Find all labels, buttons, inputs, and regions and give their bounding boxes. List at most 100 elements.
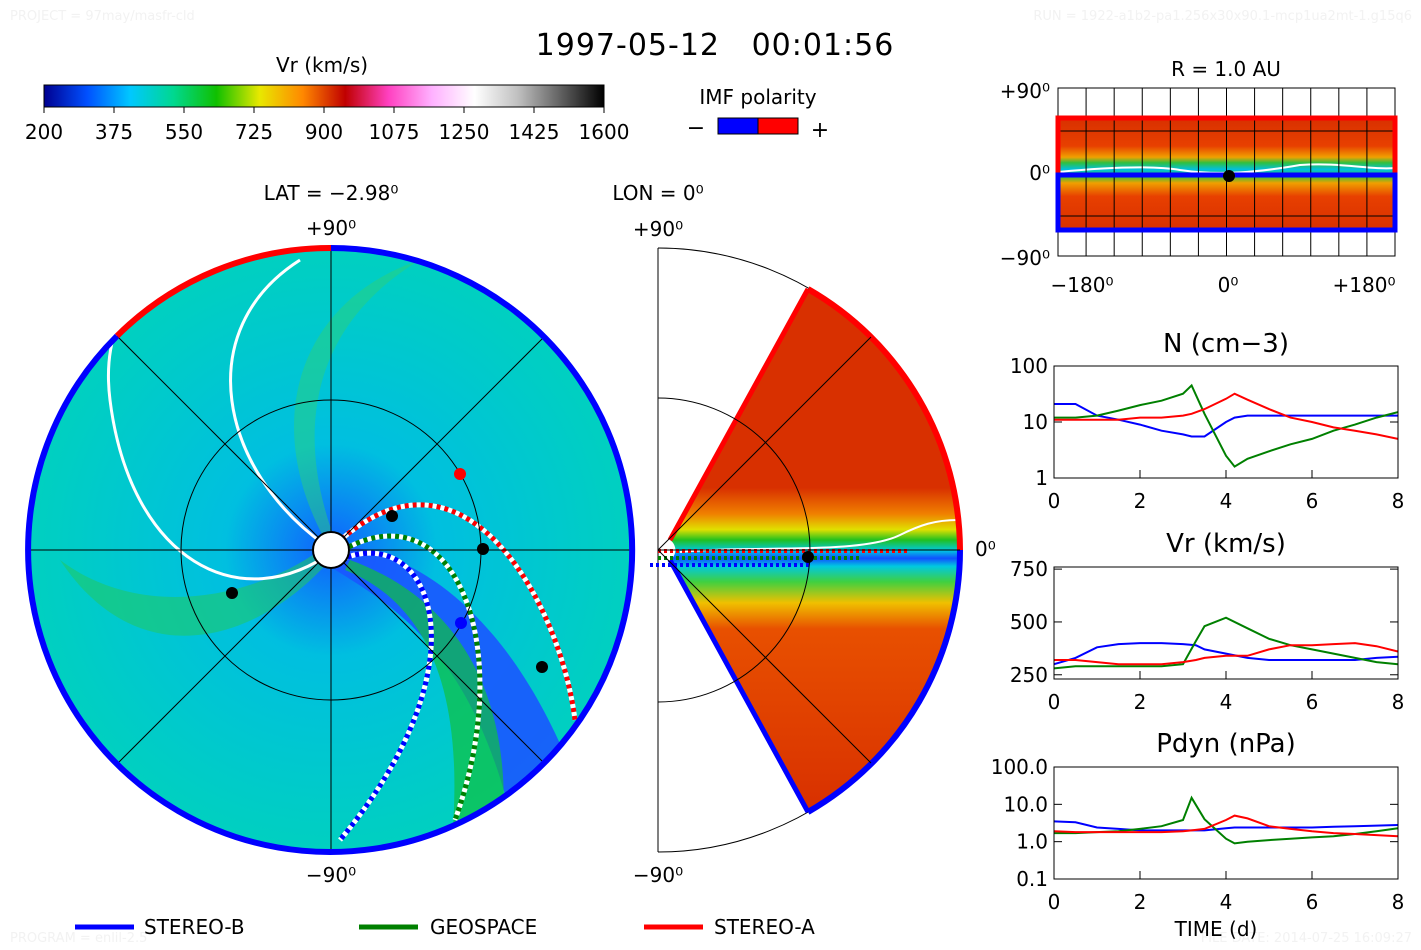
stream-band-north [294,260,420,540]
sector-boundary-2 [229,258,326,547]
earth-marker-meridional [802,551,814,563]
planet-marker [386,510,398,522]
equatorial-top-label: +90⁰ [306,216,356,240]
series-line [1053,820,1399,832]
y-tick-label: 1 [1035,466,1048,490]
geospace-spiral-white [333,533,483,821]
timeseries-panel: N (cm−3) 1 10 100 0 2 4 6 8 [1010,329,1405,513]
colorbar-title: Vr (km/s) [276,53,368,77]
series-line [1054,392,1399,440]
colorbar: Vr (km/s) 200 375 550 725 900 1075 1250 1425 160… [25,53,630,144]
x-tick-label: 8 [1392,690,1405,714]
planet-marker [536,661,548,673]
r-panel-title: R = 1.0 AU [1171,57,1281,81]
meridional-bottom-label: −90⁰ [633,863,683,887]
x-tick-label: 6 [1306,489,1319,513]
legend-label-stereo-a: STEREO-A [714,915,815,939]
meridional-ray-lower [657,549,872,764]
imf-plus: + [811,118,829,143]
x-tick-label: 4 [1220,489,1233,513]
y-tick-label: 500 [1010,610,1048,634]
r-panel-ylabel-top: +90⁰ [1000,79,1050,103]
y-tick-label: 100.0 [991,755,1048,779]
colorbar-tick-label: 725 [235,120,273,144]
r-panel-xlabel-right: +180⁰ [1333,273,1396,297]
imf-title: IMF polarity [699,85,816,109]
meridional-top-label: +90⁰ [633,217,683,241]
meridional-right-label: 0⁰ [975,537,996,561]
r-panel-ylabel-mid: 0⁰ [1029,161,1050,185]
plot-frame [1053,766,1399,880]
imf-polarity-key: IMF polarity − + [687,85,829,143]
imf-minus: − [687,116,705,141]
equatorial-bottom-label: −90⁰ [306,863,356,887]
y-tick-label: 250 [1010,663,1048,687]
meridional-edge-bottom [667,558,811,814]
stereo-a-marker [454,468,466,480]
stereo-b-spiral [338,550,434,842]
colorbar-tick-label: 550 [165,120,203,144]
x-tick-label: 8 [1392,489,1405,513]
x-axis-label: TIME (d) [1174,917,1258,941]
equatorial-title: LAT = −2.98⁰ [264,181,399,205]
y-tick-label: 10 [1023,410,1048,434]
series-line [1053,616,1399,670]
colorbar-tick-label: 1600 [579,120,630,144]
panel-title: Pdyn (nPa) [1156,729,1296,759]
colorbar-gradient [43,84,605,108]
meridional-ray-upper [657,336,872,551]
stereo-b-marker [455,617,467,629]
r-panel-xlabel-left: −180⁰ [1051,273,1114,297]
r-panel-ylabel-bottom: −90⁰ [1000,246,1050,270]
stereo-b-spiral-white [338,550,434,842]
imf-positive-swatch [757,117,799,135]
x-tick-label: 4 [1220,890,1233,914]
meridional-hcs [679,519,959,553]
meridional-view: LON = 0⁰ +90⁰ −90⁰ 0⁰ [612,181,995,887]
planet-marker [226,587,238,599]
x-tick-label: 2 [1134,489,1147,513]
y-tick-label: 0.1 [1016,867,1048,891]
meridional-arc-positive [806,286,963,551]
timeseries-panel: Vr (km/s) 250 500 750 0 2 4 6 8 [1010,529,1405,714]
polarity-arc-negative [25,245,636,855]
x-tick-label: 6 [1306,690,1319,714]
polarity-arc-positive [114,244,332,339]
timeseries-panel: Pdyn (nPa) 0.1 1.0 10.0 100.0 0 2 4 6 8 TIME (d) [991,729,1405,941]
legend-label-stereo-b: STEREO-B [144,915,245,939]
geospace-spiral [333,533,483,821]
meridional-arc-negative [806,549,963,815]
series-line [1054,642,1399,666]
equatorial-view: LAT = −2.98⁰ +90⁰ −90⁰ [25,181,636,887]
y-tick-label: 10.0 [1003,792,1048,816]
legend: STEREO-B GEOSPACE STEREO-A [75,915,815,939]
r-1au-panel: R = 1.0 AU +90⁰ 0⁰ −90⁰ −180⁰ 0⁰ +180⁰ [1000,57,1398,297]
x-tick-label: 0 [1048,489,1061,513]
panel-title: Vr (km/s) [1166,529,1286,559]
file-date-label: FILE DATE: 2014-07-25 16:09:27 [1201,931,1412,946]
colorbar-tick-label: 375 [95,120,133,144]
stream-band-west [60,550,330,636]
y-tick-label: 100 [1010,354,1048,378]
run-label: RUN = 1922-a1b2-pa1.256x30x90.1-mcp1ua2m… [1033,9,1412,24]
y-tick-label: 750 [1010,557,1048,581]
timestamp-title: 1997-05-12 00:01:56 [536,28,895,63]
meridional-edge-top [667,287,811,542]
panel-title: N (cm−3) [1163,329,1289,359]
program-label: PROGRAM = enlil-2.5 [10,931,147,946]
legend-label-geospace: GEOSPACE [430,915,537,939]
series-line [1054,383,1399,468]
meridional-title: LON = 0⁰ [612,181,703,205]
x-tick-label: 8 [1392,890,1405,914]
inner-boundary [312,531,350,569]
x-tick-label: 2 [1134,890,1147,914]
series-line [1053,642,1399,666]
x-tick-label: 0 [1048,890,1061,914]
colorbar-tick-label: 1250 [439,120,490,144]
series-line [1053,814,1399,838]
x-tick-label: 4 [1220,690,1233,714]
imf-negative-swatch [717,117,759,135]
y-tick-label: 1.0 [1016,830,1048,854]
colorbar-tick-label: 1075 [369,120,420,144]
colorbar-ticks: 200 375 550 725 900 1075 1250 1425 1600 [25,107,630,144]
